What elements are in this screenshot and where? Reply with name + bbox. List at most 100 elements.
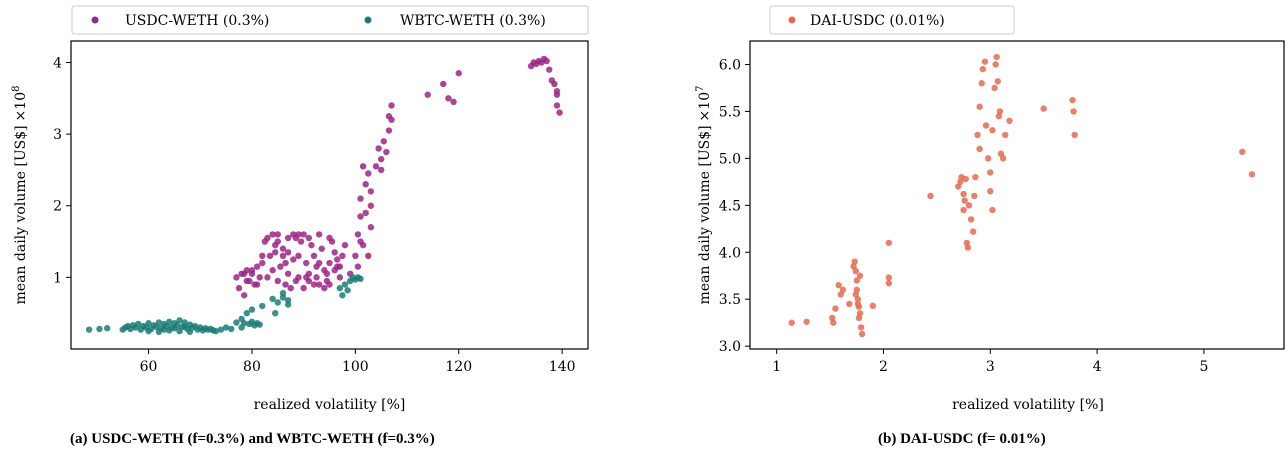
point-b-s0-62 — [971, 192, 978, 200]
point-b-s0-35 — [964, 244, 972, 251]
point-a-s1-72 — [344, 287, 351, 294]
point-b-s0-17 — [857, 324, 865, 331]
point-a-s0-84 — [362, 181, 369, 188]
point-a-s0-43 — [240, 270, 248, 277]
point-b-s0-37 — [967, 216, 975, 223]
point-a-s1-51 — [233, 319, 240, 326]
x-tick-label-a-4: 140 — [549, 359, 576, 375]
point-b-s0-8 — [846, 300, 853, 308]
points-a — [85, 55, 563, 336]
point-b-s0-59 — [1006, 117, 1013, 125]
point-a-s0-106 — [455, 70, 462, 77]
point-a-s0-33 — [318, 245, 325, 252]
point-a-s1-70 — [336, 284, 344, 292]
x-tick-label-b-3: 4 — [1093, 359, 1102, 375]
x-tick-label-a-0: 60 — [140, 359, 158, 375]
point-a-s0-10 — [259, 259, 266, 267]
y-axis-exponent-a: 8 — [11, 86, 22, 92]
point-a-s0-82 — [359, 163, 367, 170]
point-a-s1-45 — [176, 327, 183, 335]
point-a-s0-95 — [380, 138, 387, 145]
point-a-s0-75 — [334, 256, 341, 263]
point-a-s0-48 — [300, 284, 307, 292]
point-a-s0-97 — [385, 127, 393, 134]
y-tick-label-a-0: 1 — [53, 270, 62, 286]
point-a-s0-1 — [235, 284, 243, 292]
point-a-s1-78 — [339, 292, 346, 299]
point-b-s0-67 — [1071, 131, 1078, 139]
point-a-s1-71 — [341, 281, 349, 288]
point-a-s0-30 — [310, 252, 318, 260]
point-a-s0-53 — [253, 281, 261, 288]
point-a-s0-68 — [259, 252, 266, 260]
point-a-s0-54 — [264, 274, 271, 281]
point-b-s0-64 — [1040, 105, 1047, 112]
point-a-s0-85 — [365, 170, 372, 177]
point-b-s0-10 — [851, 258, 858, 265]
caption-b: (b) DAI-USDC (f= 0.01%) — [878, 431, 1046, 447]
point-a-s0-62 — [274, 238, 281, 245]
legend-marker-a-2 — [364, 16, 372, 24]
point-a-s0-8 — [253, 263, 261, 270]
point-a-s0-40 — [336, 274, 344, 281]
point-a-s1-44 — [166, 327, 173, 334]
point-b-s0-66 — [1070, 108, 1077, 115]
point-a-s0-80 — [357, 195, 364, 202]
point-a-s0-50 — [321, 284, 328, 292]
y-tick-label-b-4: 5.0 — [719, 151, 741, 167]
y-tick-label-a-2: 3 — [53, 127, 62, 143]
point-a-s0-42 — [341, 241, 349, 249]
panel-b: DAI-USDC (0.01%) 1 2 3 4 5 3.0 3.5 4.0 4.5 5.0 5.5… — [695, 5, 1285, 413]
point-a-s0-0 — [233, 274, 240, 281]
point-a-s0-103 — [440, 80, 447, 88]
point-a-s0-65 — [305, 234, 313, 242]
point-b-s0-33 — [962, 175, 969, 183]
point-b-s0-44 — [981, 58, 989, 65]
point-a-s1-0 — [85, 326, 93, 333]
panel-a: USDC-WETH (0.3%) WBTC-WETH (0.3%) 60 80 10… — [11, 5, 589, 413]
point-a-s0-61 — [336, 263, 344, 270]
point-a-s0-20 — [284, 270, 292, 277]
point-a-s0-105 — [450, 98, 457, 106]
point-b-s0-24 — [885, 274, 893, 281]
point-b-s0-48 — [987, 188, 994, 195]
point-b-s0-61 — [960, 190, 967, 198]
y-axis-exponent-b: 7 — [695, 86, 706, 92]
point-a-s0-66 — [315, 231, 323, 238]
point-a-s0-29 — [308, 241, 315, 249]
point-a-s0-88 — [367, 202, 375, 209]
plot-frame-b — [749, 40, 1285, 350]
point-a-s0-36 — [326, 259, 333, 267]
point-a-s0-55 — [274, 277, 281, 285]
y-tick-label-b-6: 6.0 — [719, 57, 741, 73]
x-tick-label-b-4: 5 — [1199, 359, 1208, 375]
point-a-s0-19 — [282, 281, 289, 288]
point-b-s0-57 — [999, 155, 1007, 162]
point-b-s0-49 — [989, 127, 996, 134]
point-a-s0-27 — [303, 259, 310, 267]
point-b-s0-46 — [984, 155, 992, 162]
point-a-s0-101 — [378, 166, 385, 174]
point-a-s0-70 — [282, 259, 289, 267]
point-a-s1-59 — [256, 321, 263, 328]
point-a-s0-98 — [388, 102, 395, 109]
point-a-s0-96 — [383, 148, 390, 156]
y-tick-label-a-1: 2 — [53, 199, 62, 215]
point-b-s0-41 — [976, 103, 983, 110]
point-b-s0-47 — [987, 169, 994, 176]
point-a-s1-63 — [269, 295, 276, 303]
point-a-s0-52 — [243, 277, 250, 285]
point-a-s0-17 — [277, 263, 284, 270]
point-a-s0-63 — [284, 234, 292, 242]
caption-a: (a) USDC-WETH (f=0.3%) and WBTC-WETH (f=… — [70, 431, 435, 447]
point-a-s0-94 — [378, 155, 385, 163]
point-a-s0-91 — [354, 263, 362, 270]
point-a-s1-43 — [155, 328, 163, 336]
legend-box-a — [71, 5, 589, 35]
y-tick-label-b-1: 3.5 — [719, 292, 741, 308]
point-a-s0-92 — [372, 163, 380, 170]
point-b-s0-11 — [852, 267, 859, 275]
point-b-s0-23 — [869, 302, 877, 310]
point-a-s1-42 — [145, 327, 152, 335]
